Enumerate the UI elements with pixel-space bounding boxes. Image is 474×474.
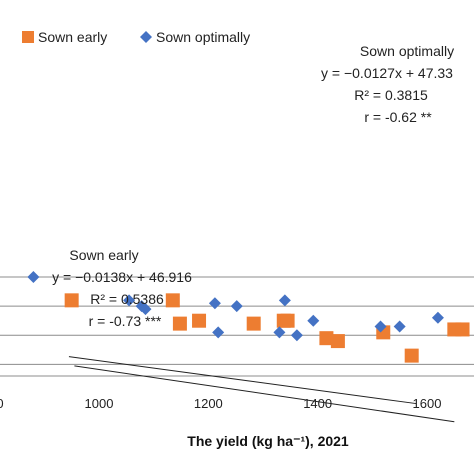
point-sown-optimally <box>307 314 320 327</box>
x-tick-label-partial: 0 <box>0 396 4 411</box>
point-sown-optimally <box>431 311 444 324</box>
point-sown-early <box>192 313 207 328</box>
legend-marker-sown-optimally <box>140 31 152 43</box>
x-axis-label: The yield (kg ha⁻¹), 2021 <box>187 433 349 449</box>
point-sown-optimally <box>278 294 291 307</box>
annotation-line: R² = 0.3815 <box>354 87 428 103</box>
trendlines <box>68 356 455 423</box>
point-sown-early <box>246 316 261 331</box>
point-sown-early <box>319 331 334 346</box>
annotation-line: Sown early <box>69 247 138 263</box>
point-sown-optimally <box>393 320 406 333</box>
x-tick-label: 1000 <box>85 396 114 411</box>
point-sown-optimally <box>27 271 40 284</box>
annotation-line: y = −0.0127x + 47.33 <box>321 65 453 81</box>
legend-label-sown-optimally: Sown optimally <box>156 29 250 45</box>
annotations: Sown optimally y = −0.0127x + 47.33 R² = 0… <box>52 43 454 329</box>
point-sown-optimally <box>273 326 286 339</box>
trendline-sown-optimally <box>68 356 417 405</box>
annotation-line: r = -0.73 *** <box>89 313 162 329</box>
x-tick-label: 1400 <box>303 396 332 411</box>
legend: Sown early Sown optimally <box>22 29 250 45</box>
point-sown-optimally <box>230 300 243 313</box>
legend-label-sown-early: Sown early <box>38 29 107 45</box>
point-sown-optimally <box>123 294 136 307</box>
point-sown-optimally <box>374 320 387 333</box>
point-sown-optimally <box>212 326 225 339</box>
point-sown-early <box>330 334 345 349</box>
annotation-line: R² = 0.5386 <box>90 291 164 307</box>
point-sown-optimally <box>290 329 303 342</box>
point-sown-optimally <box>208 297 221 310</box>
x-tick-label: 1600 <box>413 396 442 411</box>
point-sown-early <box>64 293 79 308</box>
annotation-line: Sown optimally <box>360 43 454 59</box>
annotation-line: r = -0.62 ** <box>364 109 432 125</box>
x-tick-label: 1200 <box>194 396 223 411</box>
point-sown-early <box>280 313 295 328</box>
point-sown-early <box>404 348 419 363</box>
point-sown-early <box>165 293 180 308</box>
x-tick-labels: 1000 1200 1400 1600 0 <box>0 396 441 411</box>
annotation-line: y = −0.0138x + 46.916 <box>52 269 192 285</box>
trendline-sown-early <box>74 365 455 423</box>
point-sown-early <box>172 316 187 331</box>
point-sown-optimally <box>139 303 152 316</box>
data-points <box>27 271 470 363</box>
legend-marker-sown-early <box>22 31 34 43</box>
point-sown-early <box>455 322 470 337</box>
